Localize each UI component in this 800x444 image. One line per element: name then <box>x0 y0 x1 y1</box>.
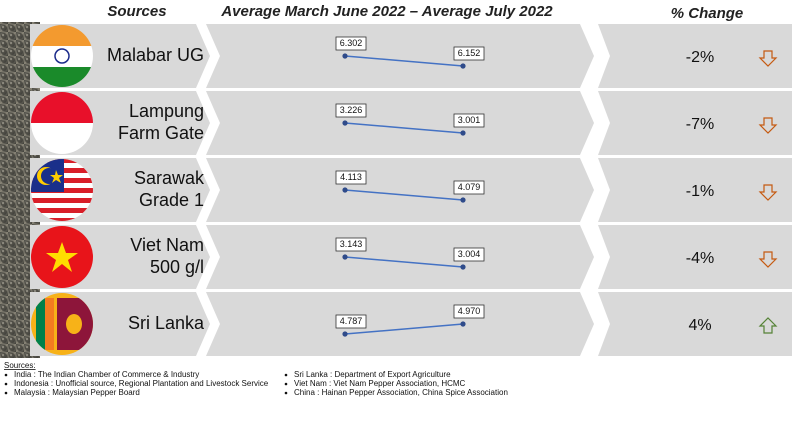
change-panel <box>598 158 792 222</box>
flag-vietnam <box>31 226 93 288</box>
arrow-down <box>758 251 778 268</box>
point <box>460 130 466 136</box>
row-name: Lampung <box>129 101 204 121</box>
arrow-up <box>758 317 778 334</box>
value-label: 3.226 <box>340 105 363 115</box>
value-label: 6.302 <box>340 38 363 48</box>
value-label-box <box>453 46 485 61</box>
bullet <box>4 391 8 395</box>
flag-sri-lanka <box>31 293 93 355</box>
bullet <box>284 373 288 377</box>
point <box>460 63 466 69</box>
header-period: Average March June 2022 – Average July 2… <box>220 3 553 20</box>
value-label-box <box>335 314 367 329</box>
header-sources: Sources <box>107 3 166 20</box>
sources: Sources: India : The Indian Chamber of C… <box>4 361 508 397</box>
line <box>344 323 464 335</box>
value-label-box <box>335 170 367 185</box>
point <box>342 120 348 126</box>
point <box>460 321 466 327</box>
bullet <box>284 382 288 386</box>
chart-panel <box>206 292 594 356</box>
change-value: -7% <box>686 116 714 133</box>
change-panel <box>598 292 792 356</box>
chart-panel <box>206 91 594 155</box>
chart-panel <box>206 225 594 289</box>
arrow-down <box>758 184 778 201</box>
change-value: -2% <box>686 49 714 66</box>
point <box>342 187 348 193</box>
line <box>344 189 464 201</box>
flag-india <box>31 25 93 87</box>
value-label-box <box>335 237 367 252</box>
value-label: 4.787 <box>340 316 363 326</box>
row-name: Viet Nam <box>130 235 204 255</box>
value-label-box <box>453 180 485 195</box>
line <box>344 256 464 268</box>
value-label: 4.079 <box>458 182 481 192</box>
source-item: China : Hainan Pepper Association, China… <box>294 388 508 397</box>
row-name: 500 g/l <box>150 257 204 277</box>
flag-malaysia <box>31 159 93 221</box>
arrow-down <box>758 50 778 67</box>
line <box>344 55 464 67</box>
point <box>460 264 466 270</box>
change-panel <box>598 91 792 155</box>
change-panel <box>598 24 792 88</box>
point <box>342 53 348 59</box>
line <box>344 122 464 134</box>
value-label: 3.143 <box>340 239 363 249</box>
row-name: Sri Lanka <box>128 313 205 333</box>
change-panel <box>598 225 792 289</box>
value-label: 4.113 <box>340 172 362 182</box>
source-item: Viet Nam : Viet Nam Pepper Association, … <box>294 379 466 388</box>
sources-title: Sources: <box>4 361 36 370</box>
point <box>342 254 348 260</box>
chart-panel <box>206 24 594 88</box>
header-change: % Change <box>671 5 744 22</box>
source-item: Malaysia : Malaysian Pepper Board <box>14 388 140 397</box>
value-label-box <box>335 36 367 51</box>
row-name: Malabar UG <box>107 45 204 65</box>
arrow-down <box>758 117 778 134</box>
bullet <box>4 382 8 386</box>
row-name: Grade 1 <box>139 190 204 210</box>
value-label: 3.001 <box>458 115 481 125</box>
value-label-box <box>453 113 485 128</box>
point <box>342 331 348 337</box>
point <box>460 197 466 203</box>
row-name: Sarawak <box>134 168 205 188</box>
change-value: 4% <box>688 317 711 334</box>
bullet <box>4 373 8 377</box>
value-label: 3.004 <box>458 249 481 259</box>
value-label-box <box>335 103 367 118</box>
change-value: -1% <box>686 183 714 200</box>
value-label: 4.970 <box>458 306 481 316</box>
source-item: Indonesia : Unofficial source, Regional … <box>14 379 269 388</box>
value-label-box <box>453 304 485 319</box>
source-item: Sri Lanka : Department of Export Agricul… <box>294 370 451 379</box>
row-name: Farm Gate <box>118 123 204 143</box>
bullet <box>284 391 288 395</box>
source-item: India : The Indian Chamber of Commerce &… <box>14 370 199 379</box>
value-label-box <box>453 247 485 262</box>
change-value: -4% <box>686 250 714 267</box>
value-label: 6.152 <box>458 48 481 58</box>
chart-panel <box>206 158 594 222</box>
